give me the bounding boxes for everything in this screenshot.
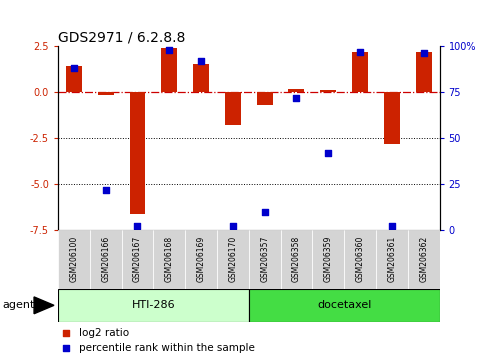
Bar [249, 289, 440, 322]
Bar [90, 230, 122, 289]
Point [356, 49, 364, 55]
Point [197, 58, 205, 64]
Point [293, 95, 300, 101]
Bar [122, 230, 154, 289]
Text: log2 ratio: log2 ratio [79, 328, 129, 338]
Text: GSM206167: GSM206167 [133, 236, 142, 282]
Text: GDS2971 / 6.2.8.8: GDS2971 / 6.2.8.8 [58, 31, 185, 45]
Bar [58, 289, 249, 322]
Point [261, 209, 269, 215]
Text: GSM206362: GSM206362 [419, 236, 428, 282]
Text: GSM206358: GSM206358 [292, 236, 301, 282]
Bar [408, 230, 440, 289]
Text: HTI-286: HTI-286 [131, 300, 175, 310]
Bar [384, 92, 400, 144]
Bar [288, 89, 304, 92]
Point [229, 224, 237, 229]
Point [325, 150, 332, 156]
Bar [344, 230, 376, 289]
Bar [281, 230, 313, 289]
Point [102, 187, 110, 193]
Text: docetaxel: docetaxel [317, 300, 371, 310]
Bar [66, 66, 82, 92]
Bar [313, 230, 344, 289]
Text: GSM206357: GSM206357 [260, 236, 269, 282]
Bar [217, 230, 249, 289]
Text: GSM206360: GSM206360 [355, 236, 365, 282]
Text: percentile rank within the sample: percentile rank within the sample [79, 343, 255, 353]
Point [62, 331, 70, 336]
Bar [256, 92, 272, 105]
Point [420, 51, 427, 56]
Text: GSM206166: GSM206166 [101, 236, 110, 282]
Bar [98, 92, 114, 95]
Text: GSM206169: GSM206169 [197, 236, 206, 282]
Bar [376, 230, 408, 289]
Text: GSM206168: GSM206168 [165, 236, 174, 282]
Bar [161, 48, 177, 92]
Point [134, 224, 142, 229]
Text: GSM206359: GSM206359 [324, 236, 333, 282]
Point [62, 345, 70, 350]
Bar [352, 52, 368, 92]
Bar [154, 230, 185, 289]
Bar [225, 92, 241, 125]
Point [165, 47, 173, 52]
Text: GSM206100: GSM206100 [70, 236, 78, 282]
Polygon shape [34, 297, 54, 314]
Bar [193, 64, 209, 92]
Bar [185, 230, 217, 289]
Bar [249, 230, 281, 289]
Text: GSM206361: GSM206361 [387, 236, 397, 282]
Bar [320, 90, 336, 92]
Bar [129, 92, 145, 213]
Bar [58, 230, 90, 289]
Bar [416, 52, 432, 92]
Point [70, 65, 78, 71]
Text: agent: agent [2, 300, 35, 310]
Point [388, 224, 396, 229]
Text: GSM206170: GSM206170 [228, 236, 237, 282]
